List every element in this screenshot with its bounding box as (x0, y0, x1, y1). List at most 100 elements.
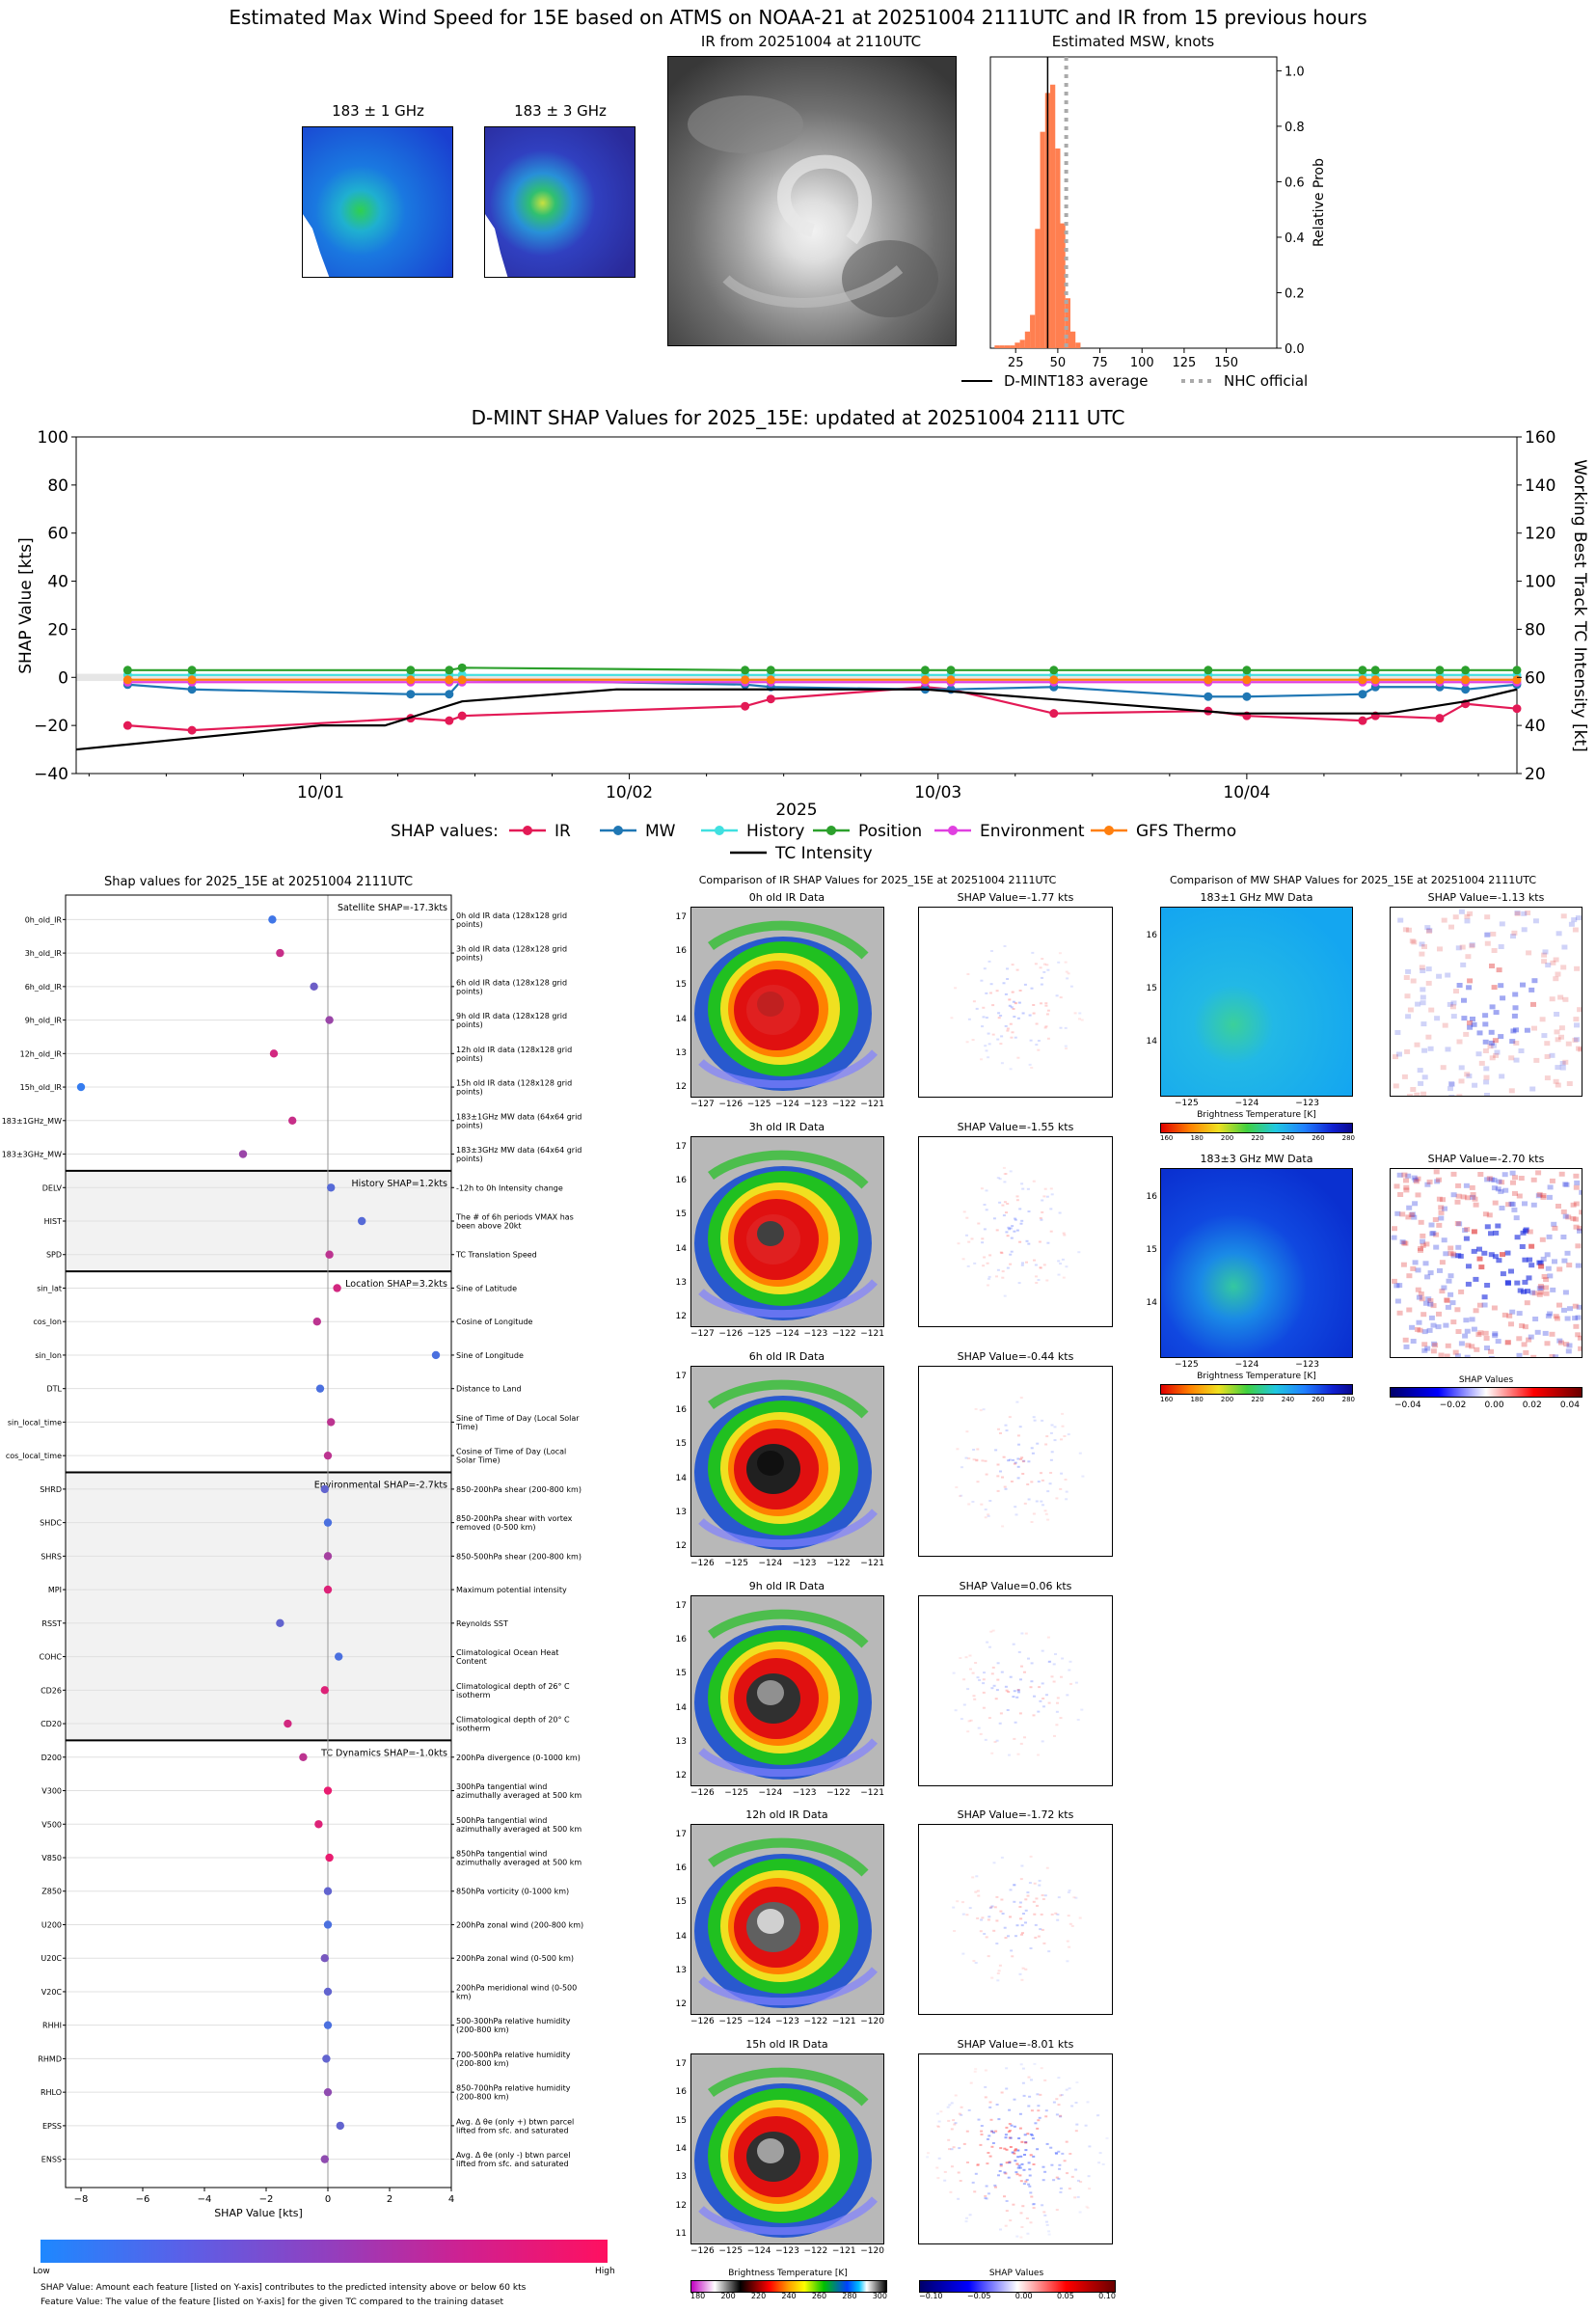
feature-shap-point (323, 1585, 333, 1594)
feature-name: V20C (41, 1988, 63, 1997)
shap-ts-title: D-MINT SHAP Values for 2025_15E: updated… (471, 406, 1125, 429)
ts-legend: SHAP values: IR MW History Position Environme… (386, 819, 1254, 867)
ir-bt-ticks: 180 200 220 240 260 280 300 (690, 2292, 887, 2300)
feature-desc: 200hPa divergence (0-1000 km) (456, 1754, 581, 1762)
ir-xtick: −123 (803, 1100, 828, 1109)
feature-value-colorbar (41, 2240, 608, 2263)
mw-shap-colorbar (1390, 1387, 1582, 1398)
colorbar-tick: 280 (1341, 1396, 1355, 1403)
feature-shap-point (358, 1216, 366, 1226)
series-point (741, 666, 750, 675)
hist-bar (994, 345, 1000, 348)
ir-ytick: 15 (675, 2115, 687, 2126)
feature-name: EPSS (42, 2122, 62, 2131)
feature-desc: azimuthally averaged at 500 km (456, 1791, 582, 1800)
series-point (406, 666, 416, 675)
mw-xticks: −125 −124 −123 (1175, 1360, 1319, 1370)
ir-shap-ticks: −0.10 −0.05 0.00 0.05 0.10 (919, 2292, 1116, 2300)
hist-bar (1014, 342, 1020, 348)
ir-yticks: 17 16 15 14 13 12 (671, 1142, 687, 1321)
feat-frame (65, 894, 452, 2189)
ir-xtick: −125 (718, 2246, 744, 2256)
ir-ytick: 16 (675, 2087, 687, 2098)
ir-data-image (690, 1824, 884, 2015)
ts-legend-title: SHAP values: (391, 822, 499, 841)
feature-desc: points) (456, 987, 483, 995)
series-point (457, 663, 467, 672)
hist-bar (1010, 345, 1015, 348)
ir-shap-colorbar (919, 2280, 1116, 2293)
series-point (1242, 675, 1252, 685)
ir-ytick: 12 (675, 1540, 687, 1551)
series-point (1204, 675, 1213, 685)
mw-bt-ticks: 160 180 200 220 240 260 280 (1160, 1396, 1355, 1403)
mw-xtick: −123 (1295, 1099, 1319, 1108)
ir-panel-right-title: SHAP Value=0.06 kts (959, 1580, 1072, 1592)
note-shap: SHAP Value: Amount each feature [listed … (41, 2283, 527, 2293)
ir-ytick: 17 (675, 2059, 687, 2069)
feature-name: RSST (41, 1619, 62, 1628)
ir-shap-image (918, 2053, 1113, 2244)
mw-panel-right-title: SHAP Value=-1.13 kts (1427, 891, 1545, 904)
feature-shap-point (323, 2021, 333, 2029)
ir-data-image (690, 907, 884, 1098)
feature-shap-point (284, 1719, 292, 1728)
ts-ytick-left: 20 (47, 620, 68, 639)
feature-name: U200 (41, 1920, 62, 1929)
feature-shap-point (336, 2121, 344, 2131)
feature-name: D200 (41, 1754, 62, 1762)
mw-data-image (1160, 907, 1353, 1097)
ir-bt-colorbar (690, 2280, 887, 2293)
feature-desc: points) (456, 1121, 483, 1129)
feature-name: U20C (41, 1954, 62, 1963)
feature-desc: Avg. Δ θe (only -) btwn parcel (456, 2151, 570, 2160)
colorbar-tick: 240 (781, 2292, 797, 2300)
feature-desc: Solar Time) (456, 1456, 500, 1465)
hist-bar (1050, 84, 1056, 348)
ir-panel-right-title: SHAP Value=-1.72 kts (957, 1808, 1074, 1821)
hist-ytick: 0.2 (1285, 286, 1305, 301)
ts-ylabel-left: SHAP Value [kts] (16, 537, 36, 674)
feature-name: cos_lon (33, 1318, 62, 1326)
hist-bar (1075, 342, 1081, 348)
hist-legend: D-MINT183 average NHC official (961, 372, 1308, 390)
feature-shap-point (333, 1284, 341, 1292)
ir-xticks: −126 −125 −124 −123 −122 −121 (690, 1559, 884, 1568)
ir-ytick: 14 (675, 1473, 687, 1483)
ir-shap-image (918, 1595, 1113, 1786)
feature-name: RHMD (38, 2054, 62, 2063)
ir-ytick: 14 (675, 1702, 687, 1713)
feature-desc: lifted from sfc. and saturated (456, 2126, 569, 2134)
ts-ytick-left: 100 (38, 428, 68, 448)
feature-desc: The # of 6h periods VMAX has (455, 1213, 574, 1222)
series-point (920, 666, 930, 675)
feat-xtick: 0 (325, 2194, 331, 2205)
ir-xtick: −124 (758, 1788, 783, 1798)
ir-yticks: 17 16 15 14 13 12 (671, 1601, 687, 1781)
series-point (1512, 666, 1522, 675)
feature-shap-point (431, 1350, 441, 1360)
ir-ytick: 15 (675, 980, 687, 991)
colorbar-tick: 160 (1160, 1134, 1174, 1142)
ts-xtick: 10/02 (606, 783, 653, 802)
hist-ytick: 0.0 (1285, 342, 1305, 357)
mw-bt-ticks: 160 180 200 220 240 260 280 (1160, 1134, 1355, 1142)
series-point (1242, 692, 1252, 701)
feature-name: 3h_old_IR (25, 949, 63, 958)
colorbar-tick: 180 (1190, 1134, 1204, 1142)
mw-shap-ticks: −0.04 −0.02 0.00 0.02 0.04 (1394, 1400, 1580, 1410)
mw-xticks: −125 −124 −123 (1175, 1099, 1319, 1108)
feature-shap-point (325, 1250, 334, 1259)
legend-avg-label: D-MINT183 average (1004, 372, 1149, 390)
feature-desc: 12h old IR data (128x128 grid (456, 1046, 572, 1054)
ir-ytick: 12 (675, 1998, 687, 2009)
feature-shap-point (276, 948, 284, 958)
feature-shap-point (322, 2054, 331, 2063)
feature-desc: points) (456, 1155, 483, 1163)
feature-name: RHLO (41, 2088, 62, 2097)
ts-legend-label: IR (555, 822, 571, 841)
ts-ytick-right: 140 (1525, 476, 1555, 496)
ir-shap-image (918, 1824, 1113, 2015)
ir-xticks: −126 −125 −124 −123 −122 −121 −120 (690, 2017, 884, 2026)
feature-desc: 850hPa tangential wind (456, 1850, 547, 1859)
